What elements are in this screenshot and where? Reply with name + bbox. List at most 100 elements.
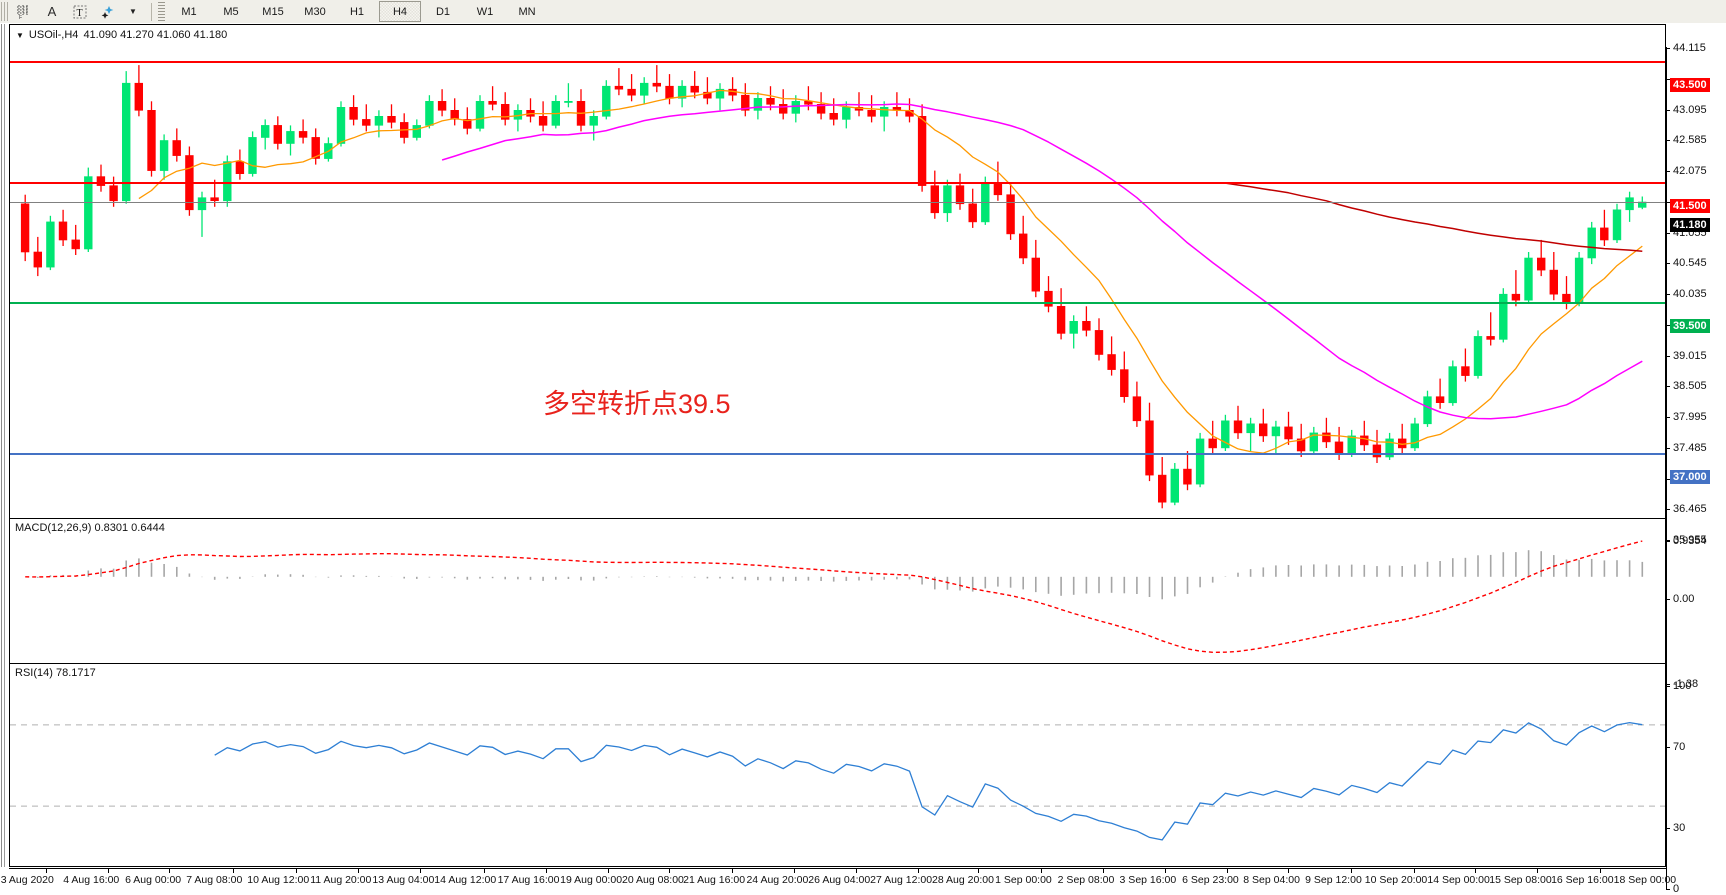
timeframe-d1[interactable]: D1 — [435, 5, 451, 18]
price-tick — [1666, 294, 1670, 295]
subpane-tick-label: 100 — [1673, 680, 1692, 692]
timeframe-mn[interactable]: MN — [518, 5, 536, 18]
timeframe-m1[interactable]: M1 — [181, 5, 197, 18]
time-tick — [732, 868, 734, 873]
price-axis[interactable]: 44.115 43.095 42.585 42.075 41.055 40.545 40.0… — [1666, 42, 1726, 895]
level-line-41-500[interactable] — [10, 181, 1665, 184]
time-tick — [420, 868, 422, 873]
time-label: 19 Aug 00:00 — [560, 874, 623, 886]
rsi-series — [10, 721, 1665, 841]
macd-label: MACD(12,26,9) 0.8301 0.6444 — [15, 522, 165, 534]
price-tick — [1666, 201, 1670, 203]
time-label: 20 Aug 08:00 — [622, 874, 684, 886]
subpane-tick — [1666, 684, 1670, 685]
time-tick — [607, 868, 609, 873]
time-label: 3 Aug 2020 — [0, 874, 54, 886]
price-tick-label: 38.505 — [1673, 380, 1707, 393]
time-label: 3 Sep 16:00 — [1119, 874, 1177, 886]
text-label-icon[interactable]: T — [67, 2, 93, 22]
time-tick — [169, 868, 171, 873]
price-tick — [1666, 540, 1670, 541]
time-label: 14 Aug 12:00 — [434, 874, 497, 886]
price-chip-37-000[interactable]: 37.000 — [1670, 469, 1710, 484]
price-chip-41-500[interactable]: 41.500 — [1670, 198, 1710, 213]
time-label: 14 Sep 00:00 — [1427, 874, 1490, 886]
moving-average-overlays — [138, 89, 1643, 454]
timeframe-w1[interactable]: W1 — [476, 5, 494, 18]
time-tick — [108, 868, 110, 873]
subpane-tick-label: 70 — [1673, 740, 1686, 753]
price-tick-label: 36.465 — [1673, 503, 1707, 516]
objects-icon[interactable] — [95, 2, 121, 22]
symbol-ohlc: 41.090 41.270 41.060 41.180 — [83, 29, 228, 41]
price-tick — [1666, 78, 1670, 80]
time-label: 8 Sep 04:00 — [1243, 874, 1300, 886]
price-tick — [1666, 478, 1670, 480]
level-line-41-180[interactable] — [10, 201, 1665, 203]
timeframe-h4[interactable]: H4 — [379, 1, 421, 22]
time-tick — [856, 868, 858, 873]
chart-plot-area[interactable]: ▼ USOil-,H4 41.090 41.270 41.060 41.180 … — [9, 24, 1666, 867]
price-tick — [1666, 232, 1670, 234]
timeframe-h1[interactable]: H1 — [349, 5, 365, 18]
price-tick-label: 39.015 — [1673, 349, 1707, 362]
time-tick — [1537, 868, 1539, 873]
time-label: 1 Sep 00:00 — [995, 874, 1052, 886]
price-chip-39-500[interactable]: 39.500 — [1670, 319, 1710, 334]
toolbar-grip[interactable] — [1, 2, 10, 21]
price-tick — [1666, 386, 1670, 388]
chevron-down-icon[interactable]: ▼ — [129, 7, 137, 16]
level-line-43-500[interactable] — [10, 61, 1665, 64]
timeframe-m5[interactable]: M5 — [223, 5, 239, 18]
level-line-37-000[interactable] — [10, 452, 1665, 455]
time-label: 2 Sep 08:00 — [1057, 874, 1115, 886]
timeframe-m30[interactable]: M30 — [304, 5, 326, 18]
timeframe-grip[interactable] — [158, 2, 165, 21]
time-tick — [1226, 868, 1228, 873]
toolbar-divider — [151, 2, 152, 21]
subpane-tick — [1666, 686, 1670, 687]
time-label: 21 Aug 16:00 — [683, 874, 746, 886]
level-line-39-500[interactable] — [10, 302, 1665, 305]
time-tick — [546, 868, 548, 873]
time-label: 28 Aug 20:00 — [932, 874, 994, 886]
timeframe-bar: M1 M5 M15 M30 H1 H4 D1 W1 MN — [168, 1, 548, 22]
price-tick-label: 37.995 — [1673, 411, 1707, 423]
text-a-icon[interactable]: A — [47, 4, 57, 19]
price-tick-label: 40.035 — [1673, 288, 1707, 300]
time-tick — [1165, 868, 1167, 873]
subpane-tick — [1666, 746, 1670, 748]
subpane-tick — [1666, 598, 1670, 600]
price-tick — [1666, 109, 1670, 111]
price-tick-label: 44.115 — [1673, 42, 1706, 54]
chart-left-scale-grip[interactable] — [0, 24, 8, 867]
time-tick — [978, 868, 980, 873]
price-chip-43-500[interactable]: 43.500 — [1670, 78, 1710, 93]
price-tick-label: 40.545 — [1673, 257, 1707, 270]
time-label: 15 Sep 08:00 — [1489, 874, 1552, 886]
time-tick — [1475, 868, 1477, 873]
symbol-name: USOil-,H4 — [28, 29, 79, 41]
price-pane[interactable]: ▼ USOil-,H4 41.090 41.270 41.060 41.180 … — [10, 25, 1665, 517]
chart-toolbar: F A T ▼ M1 M5 M15 M30 H1 H4 D1 W1 MN — [0, 0, 1726, 24]
time-label: 16 Sep 16:00 — [1551, 874, 1614, 886]
collapse-triangle-icon[interactable]: ▼ — [16, 30, 24, 40]
macd-pane[interactable]: MACD(12,26,9) 0.8301 0.6444 — [10, 518, 1665, 663]
symbol-label-row: ▼ USOil-,H4 41.090 41.270 41.060 41.180 — [16, 29, 227, 41]
subpane-tick-label: 30 — [1673, 822, 1686, 835]
time-tick — [1102, 868, 1104, 873]
rsi-label: RSI(14) 78.1717 — [15, 667, 96, 679]
time-label: 17 Aug 16:00 — [497, 874, 560, 886]
price-tick — [1666, 171, 1670, 172]
price-chip-41-180[interactable]: 41.180 — [1670, 217, 1710, 232]
time-tick — [295, 868, 297, 873]
price-tick-label: 42.075 — [1673, 165, 1707, 177]
crosshair-icon[interactable]: F — [11, 2, 37, 22]
time-axis[interactable]: 3 Aug 2020 4 Aug 16:00 6 Aug 00:00 7 Aug 08… — [1, 868, 1676, 890]
timeframe-m15[interactable]: M15 — [262, 5, 284, 18]
price-tick-label: 42.585 — [1673, 134, 1707, 147]
rsi-pane[interactable]: RSI(14) 78.1717 — [10, 663, 1665, 868]
time-tick — [1041, 868, 1042, 873]
price-tick-label: 35.955 — [1673, 534, 1707, 546]
price-tick — [1666, 263, 1670, 265]
